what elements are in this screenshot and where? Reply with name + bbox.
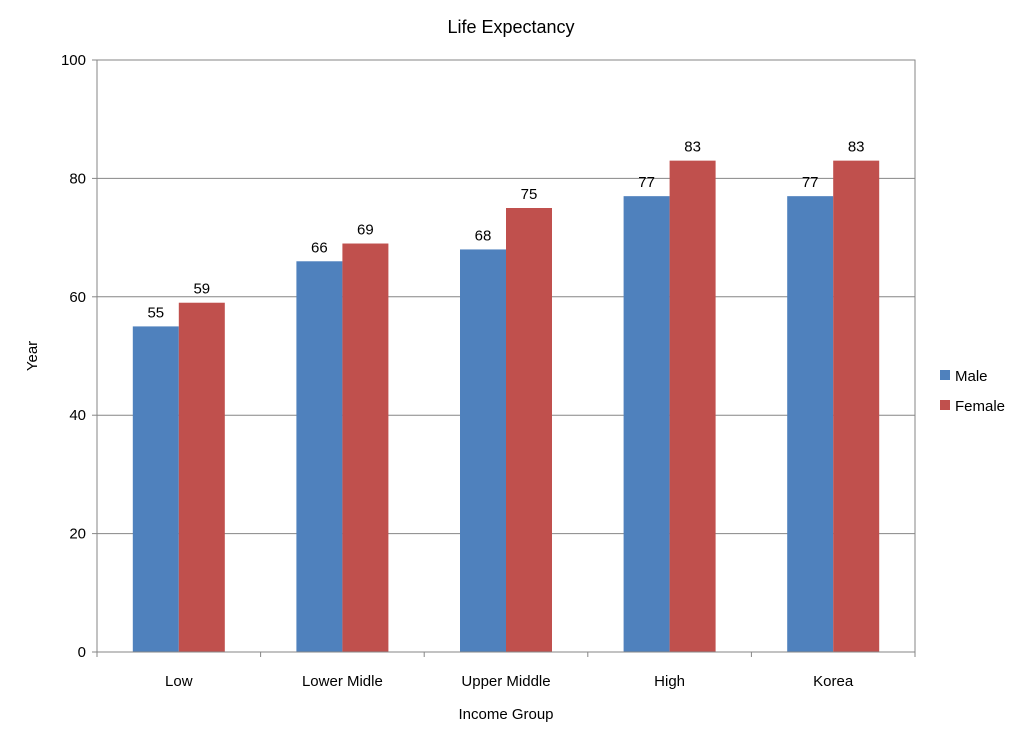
legend-label-female: Female [955, 398, 1005, 415]
x-tick-label: High [654, 673, 685, 690]
x-axis-ticks: Low Lower Midle Upper Middle High Korea [96, 652, 916, 690]
data-label-male: 55 [147, 304, 164, 321]
x-tick-label: Lower Midle [302, 673, 383, 690]
bar-male [787, 196, 834, 652]
bar-female [506, 208, 552, 652]
bar-female [669, 160, 716, 652]
bar-female [178, 302, 225, 652]
x-tick-label: Upper Middle [461, 673, 550, 690]
bar-male [623, 196, 670, 652]
data-label-female: 59 [193, 281, 210, 298]
legend-swatch-male [940, 370, 950, 380]
bars [132, 160, 880, 652]
bar-male [460, 249, 506, 652]
data-label-female: 75 [521, 186, 538, 203]
data-label-female: 83 [684, 139, 701, 156]
data-label-male: 68 [475, 227, 492, 244]
bar-male [296, 261, 343, 652]
chart-title: Life Expectancy [447, 17, 574, 37]
y-axis-label: Year [24, 341, 41, 371]
data-label-female: 69 [357, 222, 374, 239]
y-axis-ticks: 0 20 40 60 80 100 [61, 52, 97, 661]
data-label-male: 77 [638, 174, 655, 191]
bar-female [833, 160, 880, 652]
data-label-female: 83 [848, 139, 865, 156]
plot-area-border [96, 59, 916, 653]
y-tick-label: 20 [69, 526, 86, 543]
bar-female [342, 243, 389, 652]
bar-male [132, 326, 179, 652]
x-axis-label: Income Group [458, 706, 553, 723]
data-label-male: 77 [802, 174, 819, 191]
data-labels: 55 59 66 69 68 75 77 83 77 83 [147, 139, 864, 322]
y-tick-label: 100 [61, 52, 86, 69]
y-tick-label: 60 [69, 289, 86, 306]
y-tick-label: 40 [69, 407, 86, 424]
data-label-male: 66 [311, 239, 328, 256]
y-tick-label: 80 [69, 170, 86, 187]
x-tick-label: Low [165, 673, 193, 690]
x-tick-label: Korea [813, 673, 854, 690]
y-tick-label: 0 [78, 644, 86, 661]
legend-label-male: Male [955, 368, 988, 385]
legend: Male Female [940, 368, 1005, 415]
legend-swatch-female [940, 400, 950, 410]
